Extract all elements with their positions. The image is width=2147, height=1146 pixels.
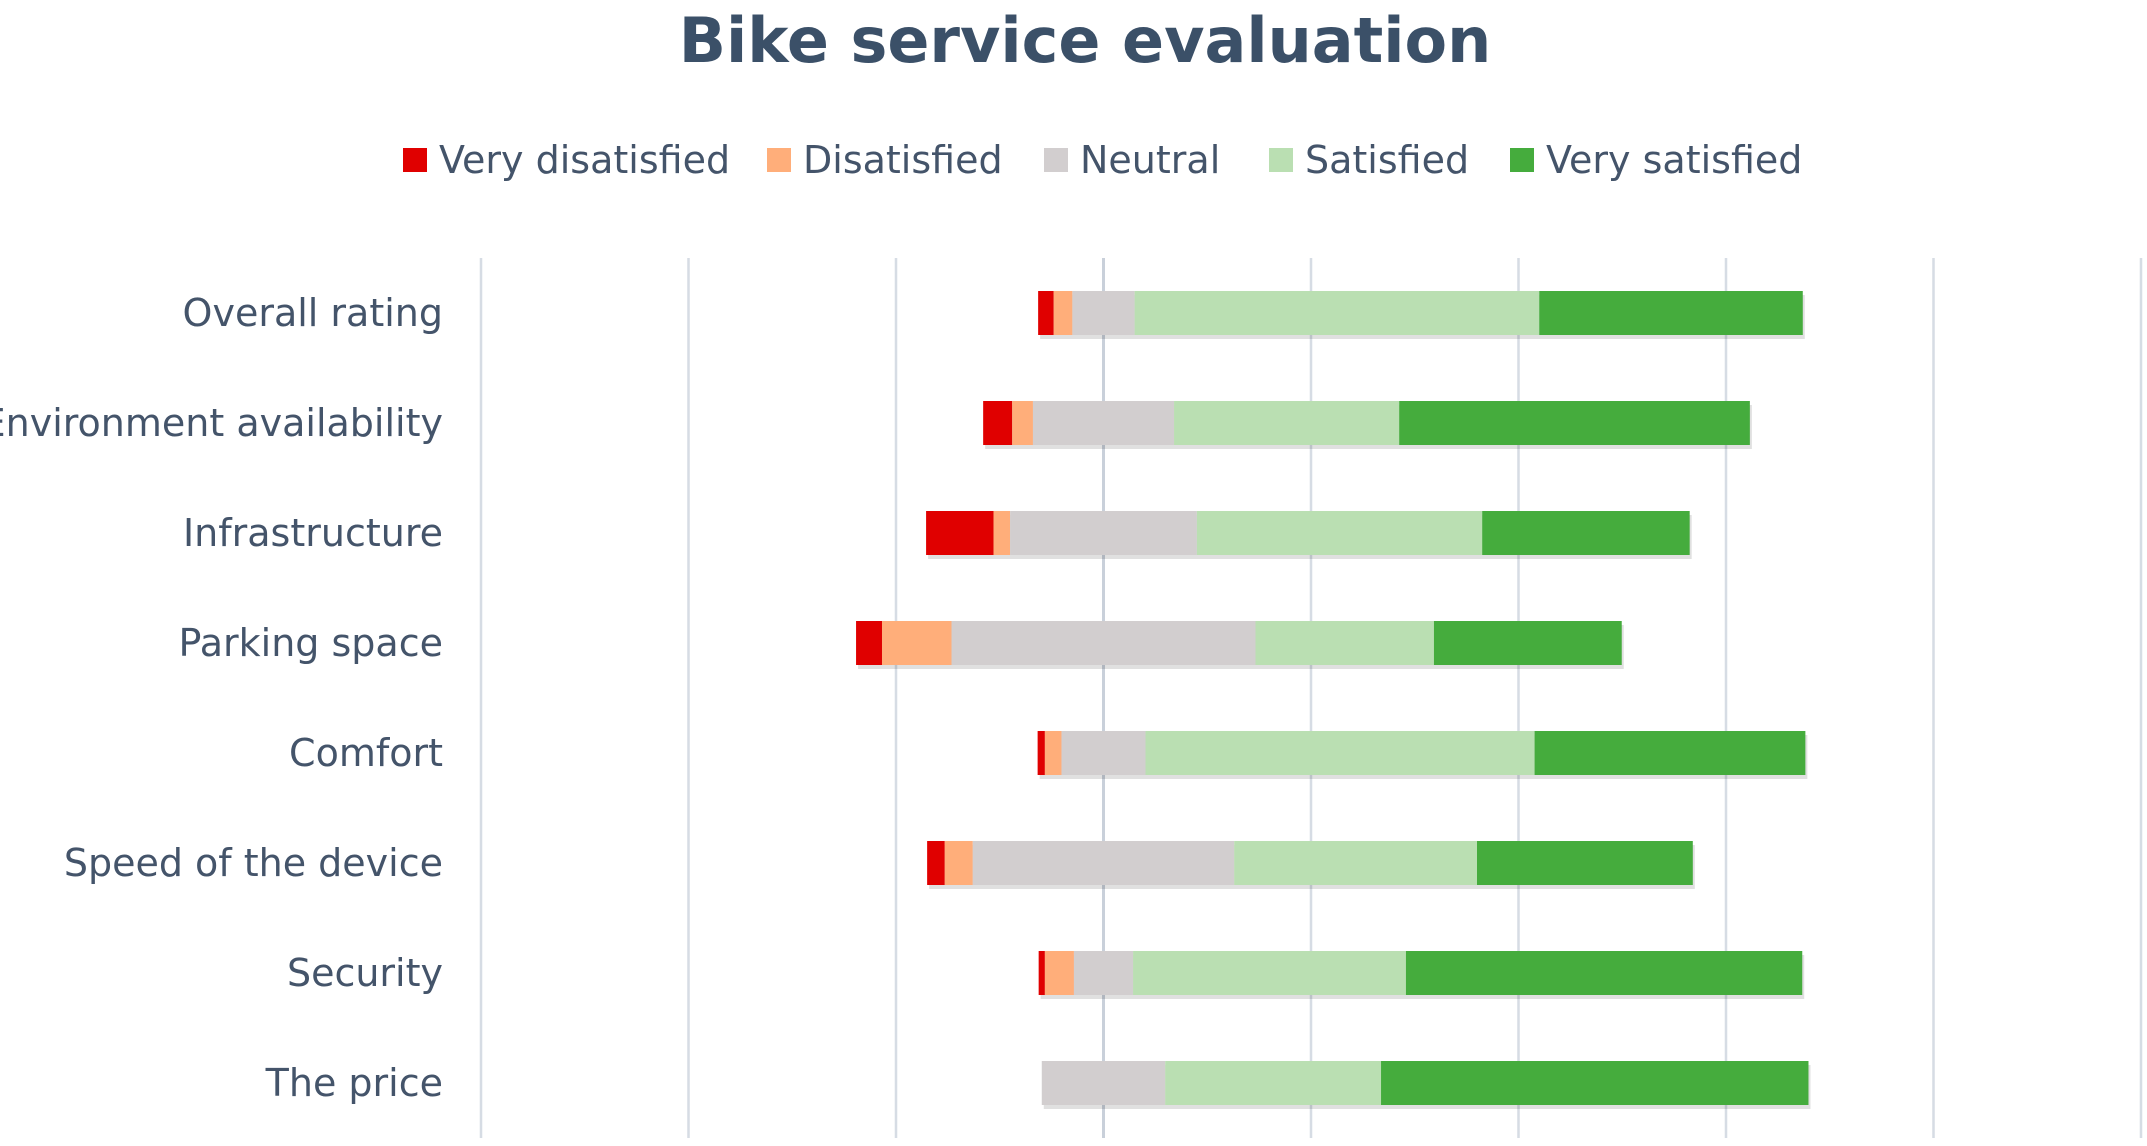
chart-legend: Very disatisfied Disatisfied Neutral Satisf… xyxy=(403,138,1802,182)
bar-segment-the-price-very-satisfied xyxy=(1381,1061,1809,1105)
bar-segment-parking-space-neutral xyxy=(951,621,1256,665)
category-labels: Overall rating Environment availability In… xyxy=(0,291,443,1105)
legend-swatch xyxy=(1044,148,1068,172)
legend-item-disatisfied: Disatisfied xyxy=(767,138,1003,182)
bar-segment-speed-of-the-device-disatisfied xyxy=(944,841,973,885)
category-label: Parking space xyxy=(179,621,443,665)
legend-label: Disatisfied xyxy=(803,138,1003,182)
bar-segment-environment-availability-very-disatisfied xyxy=(983,401,1013,445)
category-label: Overall rating xyxy=(183,291,443,335)
legend-label: Very satisfied xyxy=(1546,138,1802,182)
chart-title: Bike service evaluation xyxy=(679,4,1491,77)
bar-segment-comfort-very-satisfied xyxy=(1534,731,1806,775)
category-label: Speed of the device xyxy=(64,841,443,885)
bar-segment-overall-rating-neutral xyxy=(1072,291,1135,335)
bar-segment-security-very-disatisfied xyxy=(1038,951,1045,995)
bar-segment-comfort-satisfied xyxy=(1145,731,1535,775)
bar-segment-environment-availability-neutral xyxy=(1032,401,1175,445)
category-label: Infrastructure xyxy=(183,511,443,555)
bar-segment-environment-availability-very-satisfied xyxy=(1399,401,1750,445)
legend-label: Satisfied xyxy=(1305,138,1469,182)
bar-segment-security-neutral xyxy=(1073,951,1134,995)
category-label: Comfort xyxy=(289,731,443,775)
bar-segment-speed-of-the-device-very-satisfied xyxy=(1477,841,1693,885)
bar-segment-security-disatisfied xyxy=(1044,951,1074,995)
category-label: Environment availability xyxy=(0,401,443,445)
legend-swatch xyxy=(1510,148,1534,172)
bar-segment-security-very-satisfied xyxy=(1405,951,1803,995)
bar-row-the-price xyxy=(1041,1061,1811,1109)
bar-segment-comfort-very-disatisfied xyxy=(1037,731,1045,775)
bar-segment-infrastructure-satisfied xyxy=(1196,511,1483,555)
legend-swatch xyxy=(403,148,427,172)
bar-segment-overall-rating-disatisfied xyxy=(1053,291,1073,335)
bar-segment-security-satisfied xyxy=(1133,951,1406,995)
bar-row-speed-of-the-device xyxy=(927,841,1695,889)
bars xyxy=(856,291,1811,1109)
category-label: The price xyxy=(265,1061,443,1105)
gridlines xyxy=(479,258,2143,1138)
bar-segment-infrastructure-disatisfied xyxy=(993,511,1011,555)
bar-segment-comfort-neutral xyxy=(1061,731,1146,775)
legend-label: Very disatisfied xyxy=(439,138,730,182)
bar-segment-speed-of-the-device-very-disatisfied xyxy=(927,841,945,885)
legend-item-very-satisfied: Very satisfied xyxy=(1510,138,1802,182)
bar-row-overall-rating xyxy=(1038,291,1805,339)
bar-row-security xyxy=(1038,951,1805,999)
bar-segment-parking-space-satisfied xyxy=(1255,621,1434,665)
bar-segment-overall-rating-very-disatisfied xyxy=(1038,291,1054,335)
bar-segment-environment-availability-satisfied xyxy=(1174,401,1400,445)
bar-segment-speed-of-the-device-neutral xyxy=(972,841,1235,885)
legend-swatch xyxy=(767,148,791,172)
category-label: Security xyxy=(287,951,443,995)
bar-segment-environment-availability-disatisfied xyxy=(1012,401,1033,445)
bar-segment-the-price-neutral xyxy=(1041,1061,1166,1105)
bar-segment-comfort-disatisfied xyxy=(1044,731,1062,775)
bar-segment-overall-rating-very-satisfied xyxy=(1539,291,1803,335)
bar-segment-overall-rating-satisfied xyxy=(1134,291,1540,335)
legend-item-very-disatisfied: Very disatisfied xyxy=(403,138,730,182)
bar-row-infrastructure xyxy=(926,511,1692,559)
bar-segment-infrastructure-very-satisfied xyxy=(1482,511,1690,555)
legend-item-satisfied: Satisfied xyxy=(1269,138,1469,182)
bar-row-parking-space xyxy=(856,621,1624,669)
bar-segment-the-price-satisfied xyxy=(1165,1061,1382,1105)
bar-segment-infrastructure-neutral xyxy=(1010,511,1197,555)
bar-segment-parking-space-very-satisfied xyxy=(1433,621,1622,665)
legend-swatch xyxy=(1269,148,1293,172)
bar-row-comfort xyxy=(1037,731,1808,779)
legend-label: Neutral xyxy=(1080,138,1220,182)
bar-segment-speed-of-the-device-satisfied xyxy=(1234,841,1477,885)
legend-item-neutral: Neutral xyxy=(1044,138,1220,182)
bar-row-environment-availability xyxy=(983,401,1752,449)
bar-segment-parking-space-very-disatisfied xyxy=(856,621,882,665)
bar-segment-parking-space-disatisfied xyxy=(881,621,952,665)
bar-segment-infrastructure-very-disatisfied xyxy=(926,511,994,555)
